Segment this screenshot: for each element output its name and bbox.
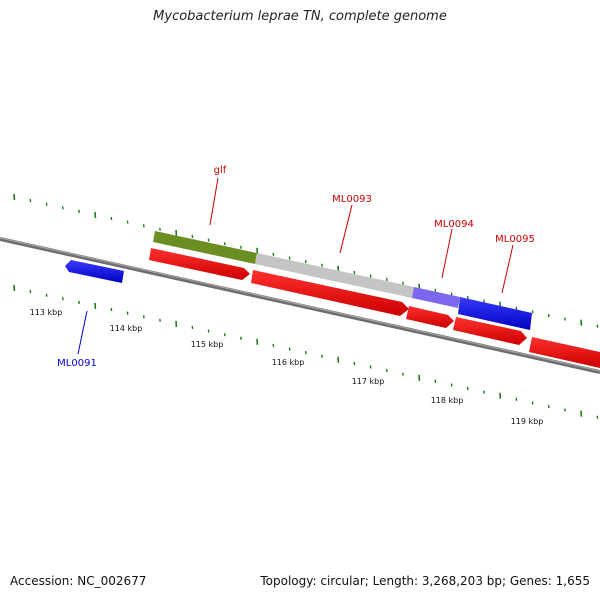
kbp-labels: 113 kbp 114 kbp 115 kbp 116 kbp 117 kbp … [30,308,544,426]
genome-backbone-highlight [0,237,600,372]
feature-band-lavender[interactable] [412,287,460,308]
pointer-ml0091 [77,310,88,355]
gene-label-ml0095[interactable]: ML0095 [495,234,535,245]
forward-genes [149,248,600,368]
genome-backbone [0,237,600,374]
accession-text: Accession: NC_002677 [10,574,147,588]
feature-bands [153,231,532,330]
gene-label-ml0093[interactable]: ML0093 [332,194,372,205]
kbp-label: 113 kbp [30,308,63,317]
tick-row-bottom [13,284,599,419]
pointer-glf [209,177,219,226]
gene-arrow-ml0091[interactable] [65,260,124,283]
gene-label-ml0091[interactable]: ML0091 [57,358,97,369]
pointer-ml0095 [501,244,514,294]
kbp-label: 118 kbp [431,396,464,405]
page-title: Mycobacterium leprae TN, complete genome [153,9,447,24]
gene-label-glf[interactable]: glf [214,165,227,176]
pointer-ml0093 [339,204,353,254]
gene-arrow-1[interactable] [149,248,250,280]
kbp-label: 119 kbp [511,417,544,426]
feature-band-gray[interactable] [255,253,414,298]
pointer-ml0094 [441,228,453,279]
gene-arrow-5[interactable] [529,337,600,368]
gene-labels: glf ML0093 ML0094 ML0095 ML0091 [57,165,535,369]
kbp-label: 114 kbp [110,324,143,333]
gene-arrow-4[interactable] [453,317,527,345]
genome-summary-text: Topology: circular; Length: 3,268,203 bp… [260,574,590,588]
tick-row-top [13,193,599,328]
kbp-label: 115 kbp [191,340,224,349]
label-pointers [77,177,514,355]
feature-band-olive[interactable] [153,231,257,264]
gene-label-ml0094[interactable]: ML0094 [434,219,474,230]
gene-arrow-3[interactable] [406,306,454,328]
kbp-label: 117 kbp [352,377,385,386]
gene-arrow-ml0095[interactable] [458,297,532,330]
gene-arrow-2[interactable] [251,270,409,316]
kbp-label: 116 kbp [272,358,305,367]
